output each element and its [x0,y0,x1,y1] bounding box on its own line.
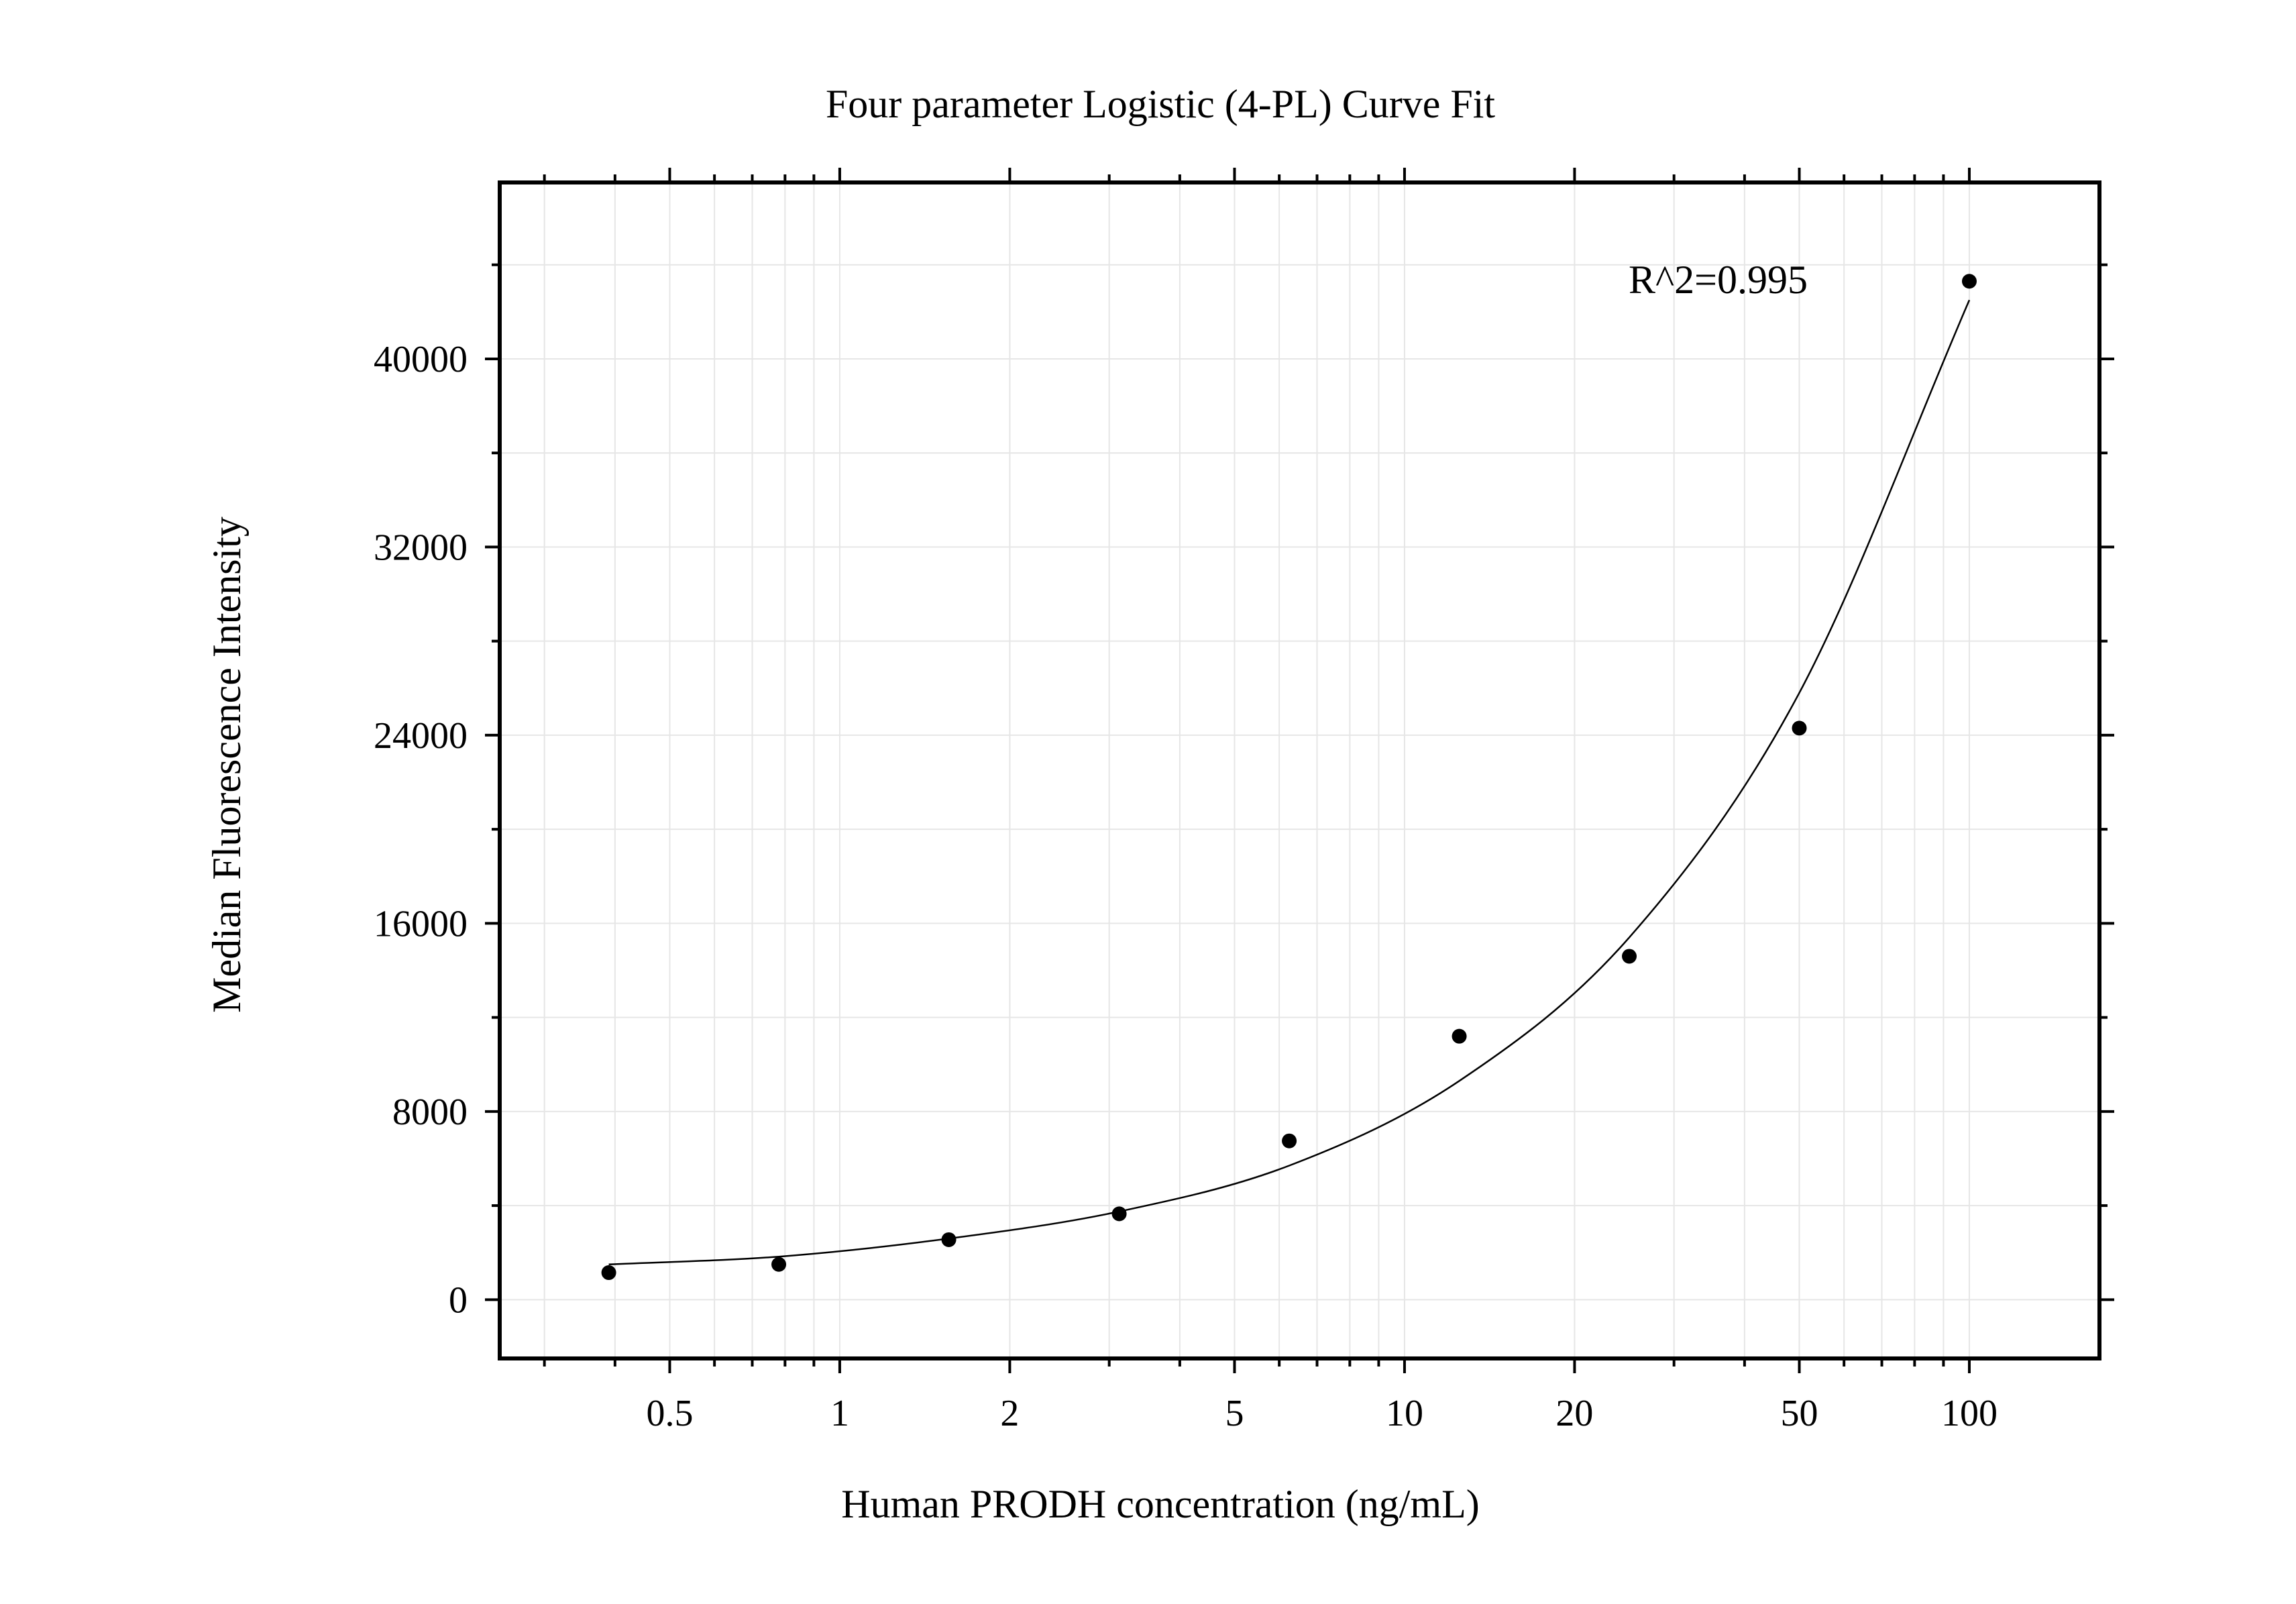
x-tick-label: 10 [1386,1393,1423,1434]
data-point [1792,720,1807,736]
y-axis-label: Median Fluorescence Intensity [205,517,249,1013]
grid [500,182,2099,1358]
y-tick-label: 40000 [374,339,468,380]
data-point [1282,1133,1297,1148]
x-tick-label: 50 [1780,1393,1818,1434]
y-tick-label: 24000 [374,715,468,757]
data-point [601,1265,616,1281]
data-points [601,274,1977,1281]
x-tick-label: 5 [1225,1393,1244,1434]
data-point [1622,949,1637,964]
data-point [1111,1206,1127,1222]
data-point [1452,1028,1467,1044]
chart-title: Four parameter Logistic (4-PL) Curve Fit [826,82,1495,126]
x-axis-label: Human PRODH concentration (ng/mL) [841,1482,1479,1526]
axis-tick-labels: 0.5 1 2 5 10 20 50 100 0 8000 16000 24000 32000 40000 [374,339,1998,1434]
data-point [1961,274,1977,289]
axis-ticks [485,168,2114,1373]
fit-curve [608,299,1971,1266]
y-tick-label: 8000 [392,1091,468,1133]
r-squared-annotation: R^2=0.995 [1629,258,1808,302]
data-point [941,1232,956,1247]
x-tick-label: 2 [1000,1393,1019,1434]
y-tick-label: 32000 [374,527,468,568]
y-tick-label: 0 [449,1279,468,1321]
x-tick-label: 100 [1941,1393,1998,1434]
x-tick-label: 0.5 [646,1393,693,1434]
y-tick-label: 16000 [374,903,468,945]
x-tick-label: 1 [830,1393,849,1434]
data-point [771,1257,787,1272]
plot-frame [498,180,2101,1360]
x-tick-label: 20 [1555,1393,1593,1434]
